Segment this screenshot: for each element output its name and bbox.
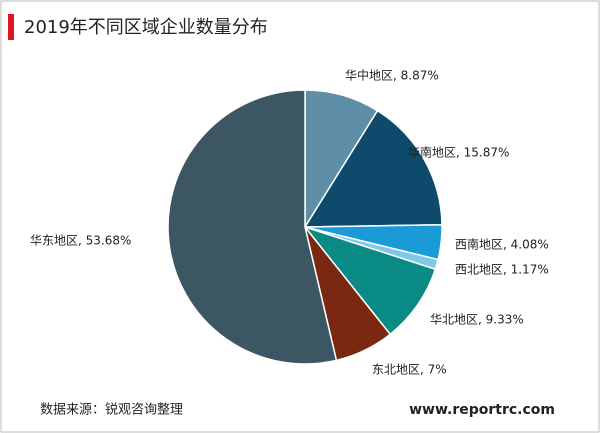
pie-slice	[303, 109, 443, 228]
slice-label: 华东地区, 53.68%	[30, 234, 131, 248]
slice-label: 华中地区, 8.87%	[345, 68, 439, 83]
slice-label: 西北地区, 1.17%	[455, 263, 549, 277]
slice-label: 华北地区, 9.33%	[430, 313, 524, 327]
pie-slice	[302, 225, 437, 336]
pie-slice	[167, 89, 338, 365]
slice-label: 东北地区, 7%	[372, 363, 447, 377]
chart-title: 2019年不同区域企业数量分布	[24, 17, 268, 38]
website: www.reportrc.com	[409, 402, 555, 418]
slice-label: 华南地区, 15.87%	[408, 145, 509, 160]
title-bar	[8, 14, 14, 40]
source: 数据来源：锐观咨询整理	[40, 403, 183, 418]
slice-label: 西南地区, 4.08%	[455, 237, 549, 252]
